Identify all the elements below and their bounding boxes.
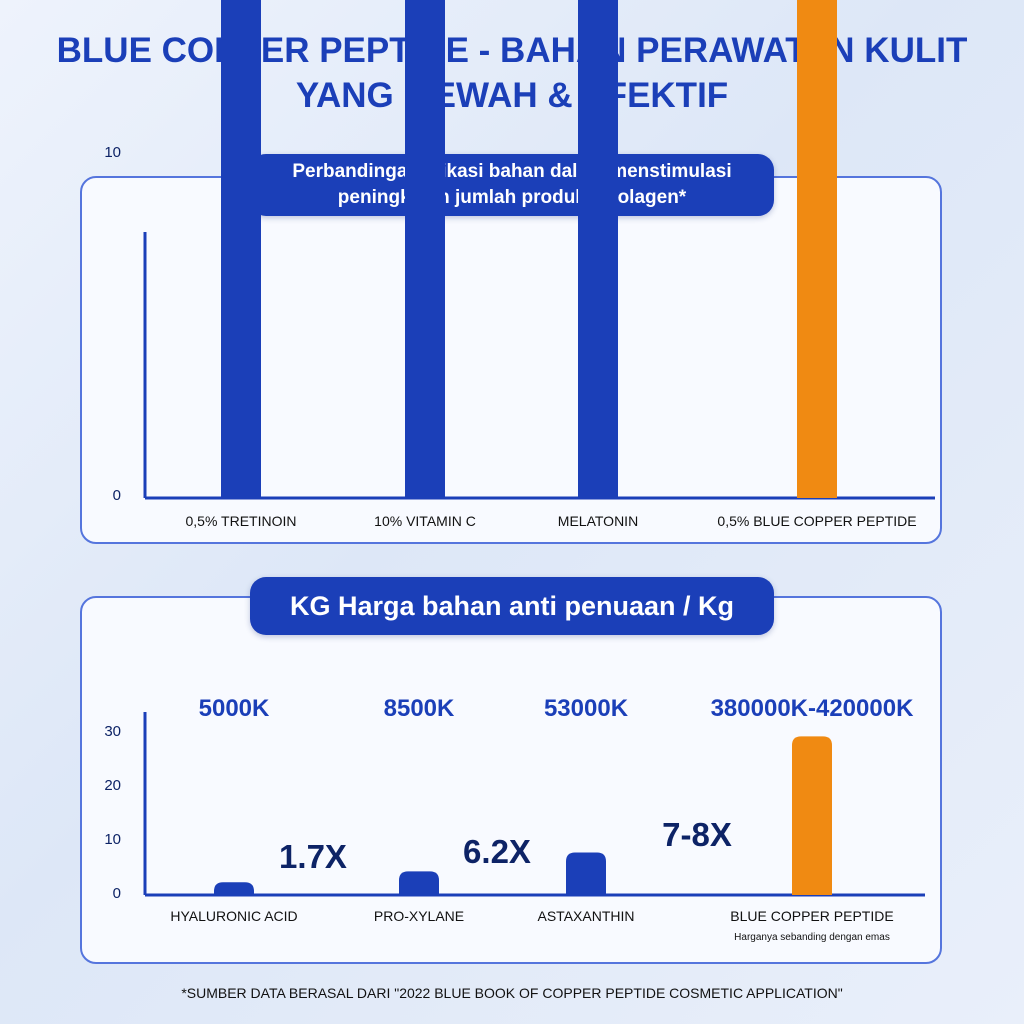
collagen-chart-title-line1: Perbandingan efikasi bahan dalam menstim… <box>292 161 732 182</box>
price-y-tick-label: 20 <box>104 777 121 794</box>
price-x-category-label: HYALURONIC ACID <box>170 908 297 924</box>
price-category-note: Harganya sebanding dengan emas <box>734 932 890 943</box>
collagen-y-tick-label: 10 <box>104 144 121 161</box>
price-label: 53000K <box>544 695 629 722</box>
price-x-category-label: PRO-XYLANE <box>374 908 464 924</box>
price-label: 5000K <box>199 695 270 722</box>
price-bar <box>792 736 832 895</box>
price-bar <box>214 882 254 895</box>
page-title-line2: YANG MEWAH & EFEKTIF <box>295 76 729 115</box>
price-label: 380000K-420000K <box>711 695 914 722</box>
collagen-bar <box>797 0 837 498</box>
collagen-bar <box>405 0 445 498</box>
price-multiplier-label: 6.2X <box>463 833 531 870</box>
price-y-tick-label: 10 <box>104 831 121 848</box>
source-footnote: *SUMBER DATA BERASAL DARI "2022 BLUE BOO… <box>181 985 843 1001</box>
collagen-x-category-label: 0,5% BLUE COPPER PEPTIDE <box>717 513 916 529</box>
collagen-bar <box>221 0 261 498</box>
price-multiplier-label: 7-8X <box>662 816 732 853</box>
price-multiplier-label: 1.7X <box>279 838 347 875</box>
price-bar <box>399 871 439 895</box>
collagen-x-category-label: MELATONIN <box>558 513 638 529</box>
collagen-y-tick-label: 0 <box>113 487 121 504</box>
price-x-category-label: ASTAXANTHIN <box>538 908 635 924</box>
price-x-category-label: BLUE COPPER PEPTIDE <box>730 908 893 924</box>
price-label: 8500K <box>384 695 455 722</box>
collagen-x-category-label: 10% VITAMIN C <box>374 513 476 529</box>
price-bar <box>566 852 606 895</box>
price-y-tick-label: 30 <box>104 723 121 740</box>
price-chart-title: KG Harga bahan anti penuaan / Kg <box>250 577 774 635</box>
collagen-x-category-label: 0,5% TRETINOIN <box>186 513 297 529</box>
collagen-bar <box>578 0 618 498</box>
price-y-tick-label: 0 <box>113 885 121 902</box>
